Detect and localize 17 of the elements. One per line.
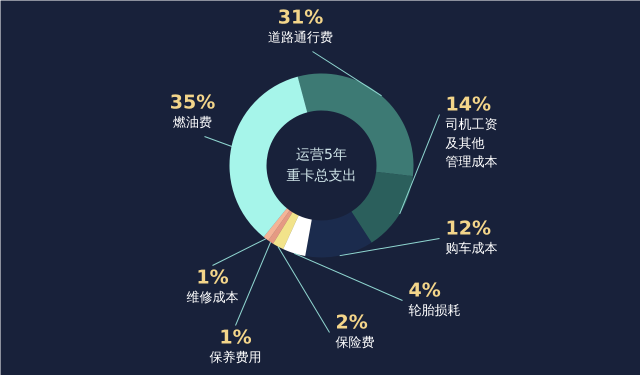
slice-label: 燃油费 xyxy=(173,116,212,130)
data-label: 1% xyxy=(196,266,229,288)
data-label: 1% xyxy=(219,326,252,348)
data-label: 2% xyxy=(336,312,368,334)
slice-label: 保养费用 xyxy=(210,350,262,366)
slice-label: 维修成本 xyxy=(186,290,238,306)
data-label: 12% xyxy=(446,218,491,240)
slice-label: 轮胎损耗 xyxy=(408,304,460,318)
slice-label: 道路通行费 xyxy=(268,30,333,46)
data-label: 4% xyxy=(408,280,441,302)
data-label: 31% xyxy=(278,6,324,28)
data-label: 35% xyxy=(170,92,216,114)
text: 运营5年重卡总支出 xyxy=(286,147,356,184)
slice-label: 保险费 xyxy=(336,336,374,350)
data-label: 14% xyxy=(446,94,491,116)
slice-label: 司机工资及其他管理成本 xyxy=(446,118,498,170)
slice-label: 购车成本 xyxy=(446,242,498,256)
